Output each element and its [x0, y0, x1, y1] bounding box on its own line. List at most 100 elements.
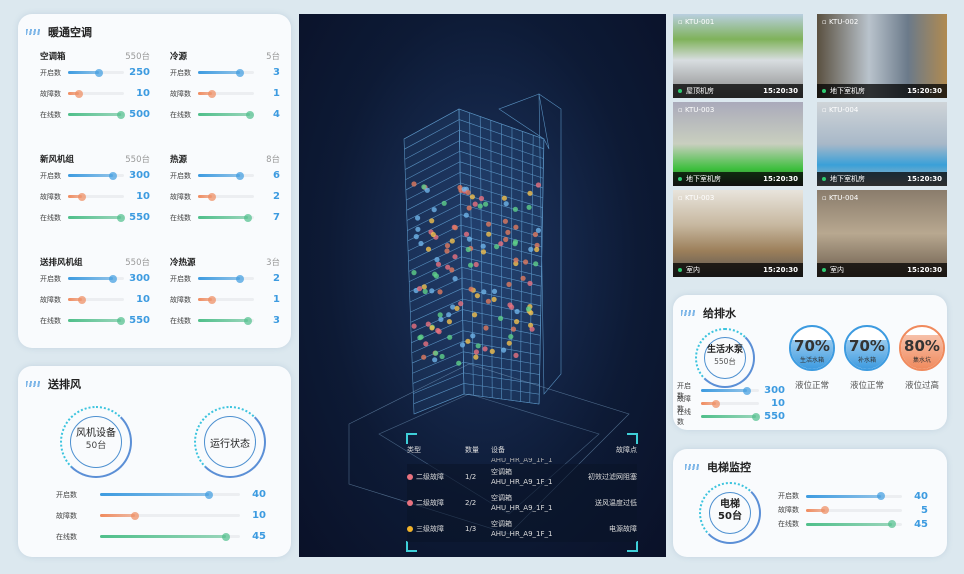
hvac-group[interactable]: 新风机组 550台 开启数 300 故障数 10 在线数 550: [40, 153, 150, 228]
fault-table: 类型 数量 设备 故障点 AHU_HR_A9_1F_1 二级故障 1/2 空调箱 AH…: [407, 442, 637, 542]
stat-label: 故障数: [40, 89, 61, 98]
tank-status: 液位正常: [849, 381, 884, 391]
device-marker: [503, 201, 509, 207]
device-marker: [447, 334, 453, 340]
stat-bar: [68, 89, 124, 98]
device-marker: [480, 249, 487, 255]
camera-feed[interactable]: ▫ KTU-002 地下室机房 15:20:30: [817, 14, 947, 98]
device-marker: [483, 201, 489, 207]
bar-knob: [108, 171, 117, 180]
fault-row[interactable]: 二级故障 2/2 空调箱 AHU_HR_A9_1F_1 送风温度过低: [407, 490, 637, 516]
stat-value: 10: [136, 191, 150, 202]
device-marker: [535, 182, 541, 188]
stat-bar: [701, 412, 761, 421]
device-marker: [415, 226, 421, 232]
device-marker: [523, 259, 529, 265]
hvac-group[interactable]: 冷热源 3台 开启数 2 故障数 1 在线数 3: [170, 256, 280, 331]
tank-gauge[interactable]: 80% 集水坑: [899, 325, 945, 371]
device-marker: [446, 319, 452, 325]
stat-value: 550: [129, 212, 150, 223]
device-marker: [468, 286, 474, 292]
fault-row[interactable]: 二级故障 1/2 空调箱 AHU_HR_A9_1F_1 初效过滤网阻塞: [407, 464, 637, 490]
elevator-gauge: [699, 482, 761, 544]
camera-feed[interactable]: ▫ KTU-004 室内 15:20:30: [817, 190, 947, 277]
building-wireframe: [348, 93, 638, 552]
device-marker: [503, 236, 509, 243]
camera-feed[interactable]: ▫ KTU-003 室内 15:20:30: [673, 190, 803, 277]
device-marker: [502, 218, 508, 224]
stat-label: 在线数: [170, 213, 191, 222]
hvac-group[interactable]: 热源 8台 开启数 6 故障数 2 在线数 7: [170, 153, 280, 228]
run-status-gauge[interactable]: [194, 406, 266, 478]
run-status-label: 运行状态: [210, 439, 250, 450]
device-marker: [513, 257, 519, 263]
stat-bar: [198, 213, 254, 222]
bar-knob: [743, 386, 752, 395]
camera-feed[interactable]: ▫ KTU-001 屋顶机房 15:20:30: [673, 14, 803, 98]
stat-row-open: 开启数 3: [170, 62, 280, 83]
device-marker: [472, 312, 478, 318]
stat-value: 1: [273, 294, 280, 305]
title-bars-icon: [26, 381, 40, 387]
header-device: 设备: [491, 446, 505, 454]
stat-bar: [198, 274, 254, 283]
group-total: 550台: [125, 155, 150, 165]
group-total: 5台: [266, 52, 280, 62]
stat-label: 开启数: [40, 171, 61, 180]
hvac-group[interactable]: 送排风机组 550台 开启数 300 故障数 10 在线数 550: [40, 256, 150, 331]
camera-time: 15:20:30: [907, 266, 942, 274]
device-marker: [466, 205, 472, 211]
bar-knob: [752, 412, 761, 421]
severity-dot: [407, 526, 413, 532]
building-3d-view[interactable]: 类型 数量 设备 故障点 AHU_HR_A9_1F_1 二级故障 1/2 空调箱 AH…: [299, 14, 666, 557]
group-name: 新风机组: [40, 155, 75, 165]
device-marker: [411, 323, 417, 329]
stat-bar: [198, 89, 254, 98]
fan-device-count: 50台: [85, 441, 107, 451]
group-total: 550台: [125, 52, 150, 62]
camera-location: 室内: [686, 266, 700, 274]
camera-feed[interactable]: ▫ KTU-004 地下室机房 15:20:30: [817, 102, 947, 186]
device-marker: [433, 273, 439, 279]
stat-row-fault: 故障数 10: [40, 186, 150, 207]
tank-gauge[interactable]: 70% 生活水箱: [789, 325, 835, 371]
stat-row-open: 开启数 250: [40, 62, 150, 83]
device-marker: [469, 194, 475, 200]
hvac-group[interactable]: 冷源 5台 开启数 3 故障数 1 在线数 4: [170, 50, 280, 125]
hvac-group[interactable]: 空调箱 550台 开启数 250 故障数 10 在线数 500: [40, 50, 150, 125]
stat-row-fault: 故障数 10: [56, 505, 266, 526]
fault-row[interactable]: 三级故障 1/3 空调箱 AHU_HR_A9_1F_1 电源故障: [407, 516, 637, 542]
device-marker: [435, 261, 442, 267]
stat-value: 40: [252, 489, 266, 500]
device-marker: [463, 231, 470, 237]
tank-gauge[interactable]: 70% 补水箱: [844, 325, 890, 371]
stat-bar: [198, 110, 254, 119]
online-dot: [822, 268, 826, 272]
bar-knob: [244, 213, 253, 222]
stat-row-open: 开启数 40: [778, 489, 928, 503]
device-marker: [494, 244, 500, 250]
fault-point: 初效过滤网阻塞: [588, 473, 637, 481]
fault-table-header: 类型 数量 设备 故障点: [407, 442, 637, 458]
stat-row-fault: 故障数 1: [170, 83, 280, 104]
stat-label: 开启数: [40, 68, 61, 77]
device-marker: [514, 319, 520, 325]
fault-count: 1/2: [465, 473, 477, 481]
camera-feed[interactable]: ▫ KTU-003 地下室机房 15:20:30: [673, 102, 803, 186]
stat-value: 45: [914, 518, 928, 530]
stat-bar: [701, 399, 759, 408]
camera-id: KTU-001: [684, 18, 715, 26]
online-dot: [822, 89, 826, 93]
fault-device: 空调箱: [491, 494, 512, 502]
stat-label: 在线数: [40, 316, 61, 325]
device-marker: [429, 218, 435, 224]
stat-label: 在线数: [56, 532, 77, 541]
stat-bar: [198, 68, 254, 77]
camera-location: 地下室机房: [830, 87, 865, 95]
bar-knob: [117, 316, 126, 325]
device-marker: [534, 246, 540, 253]
camera-icon: ▫: [678, 106, 683, 114]
device-marker: [475, 343, 481, 349]
device-marker: [458, 301, 464, 307]
device-marker: [461, 186, 467, 192]
